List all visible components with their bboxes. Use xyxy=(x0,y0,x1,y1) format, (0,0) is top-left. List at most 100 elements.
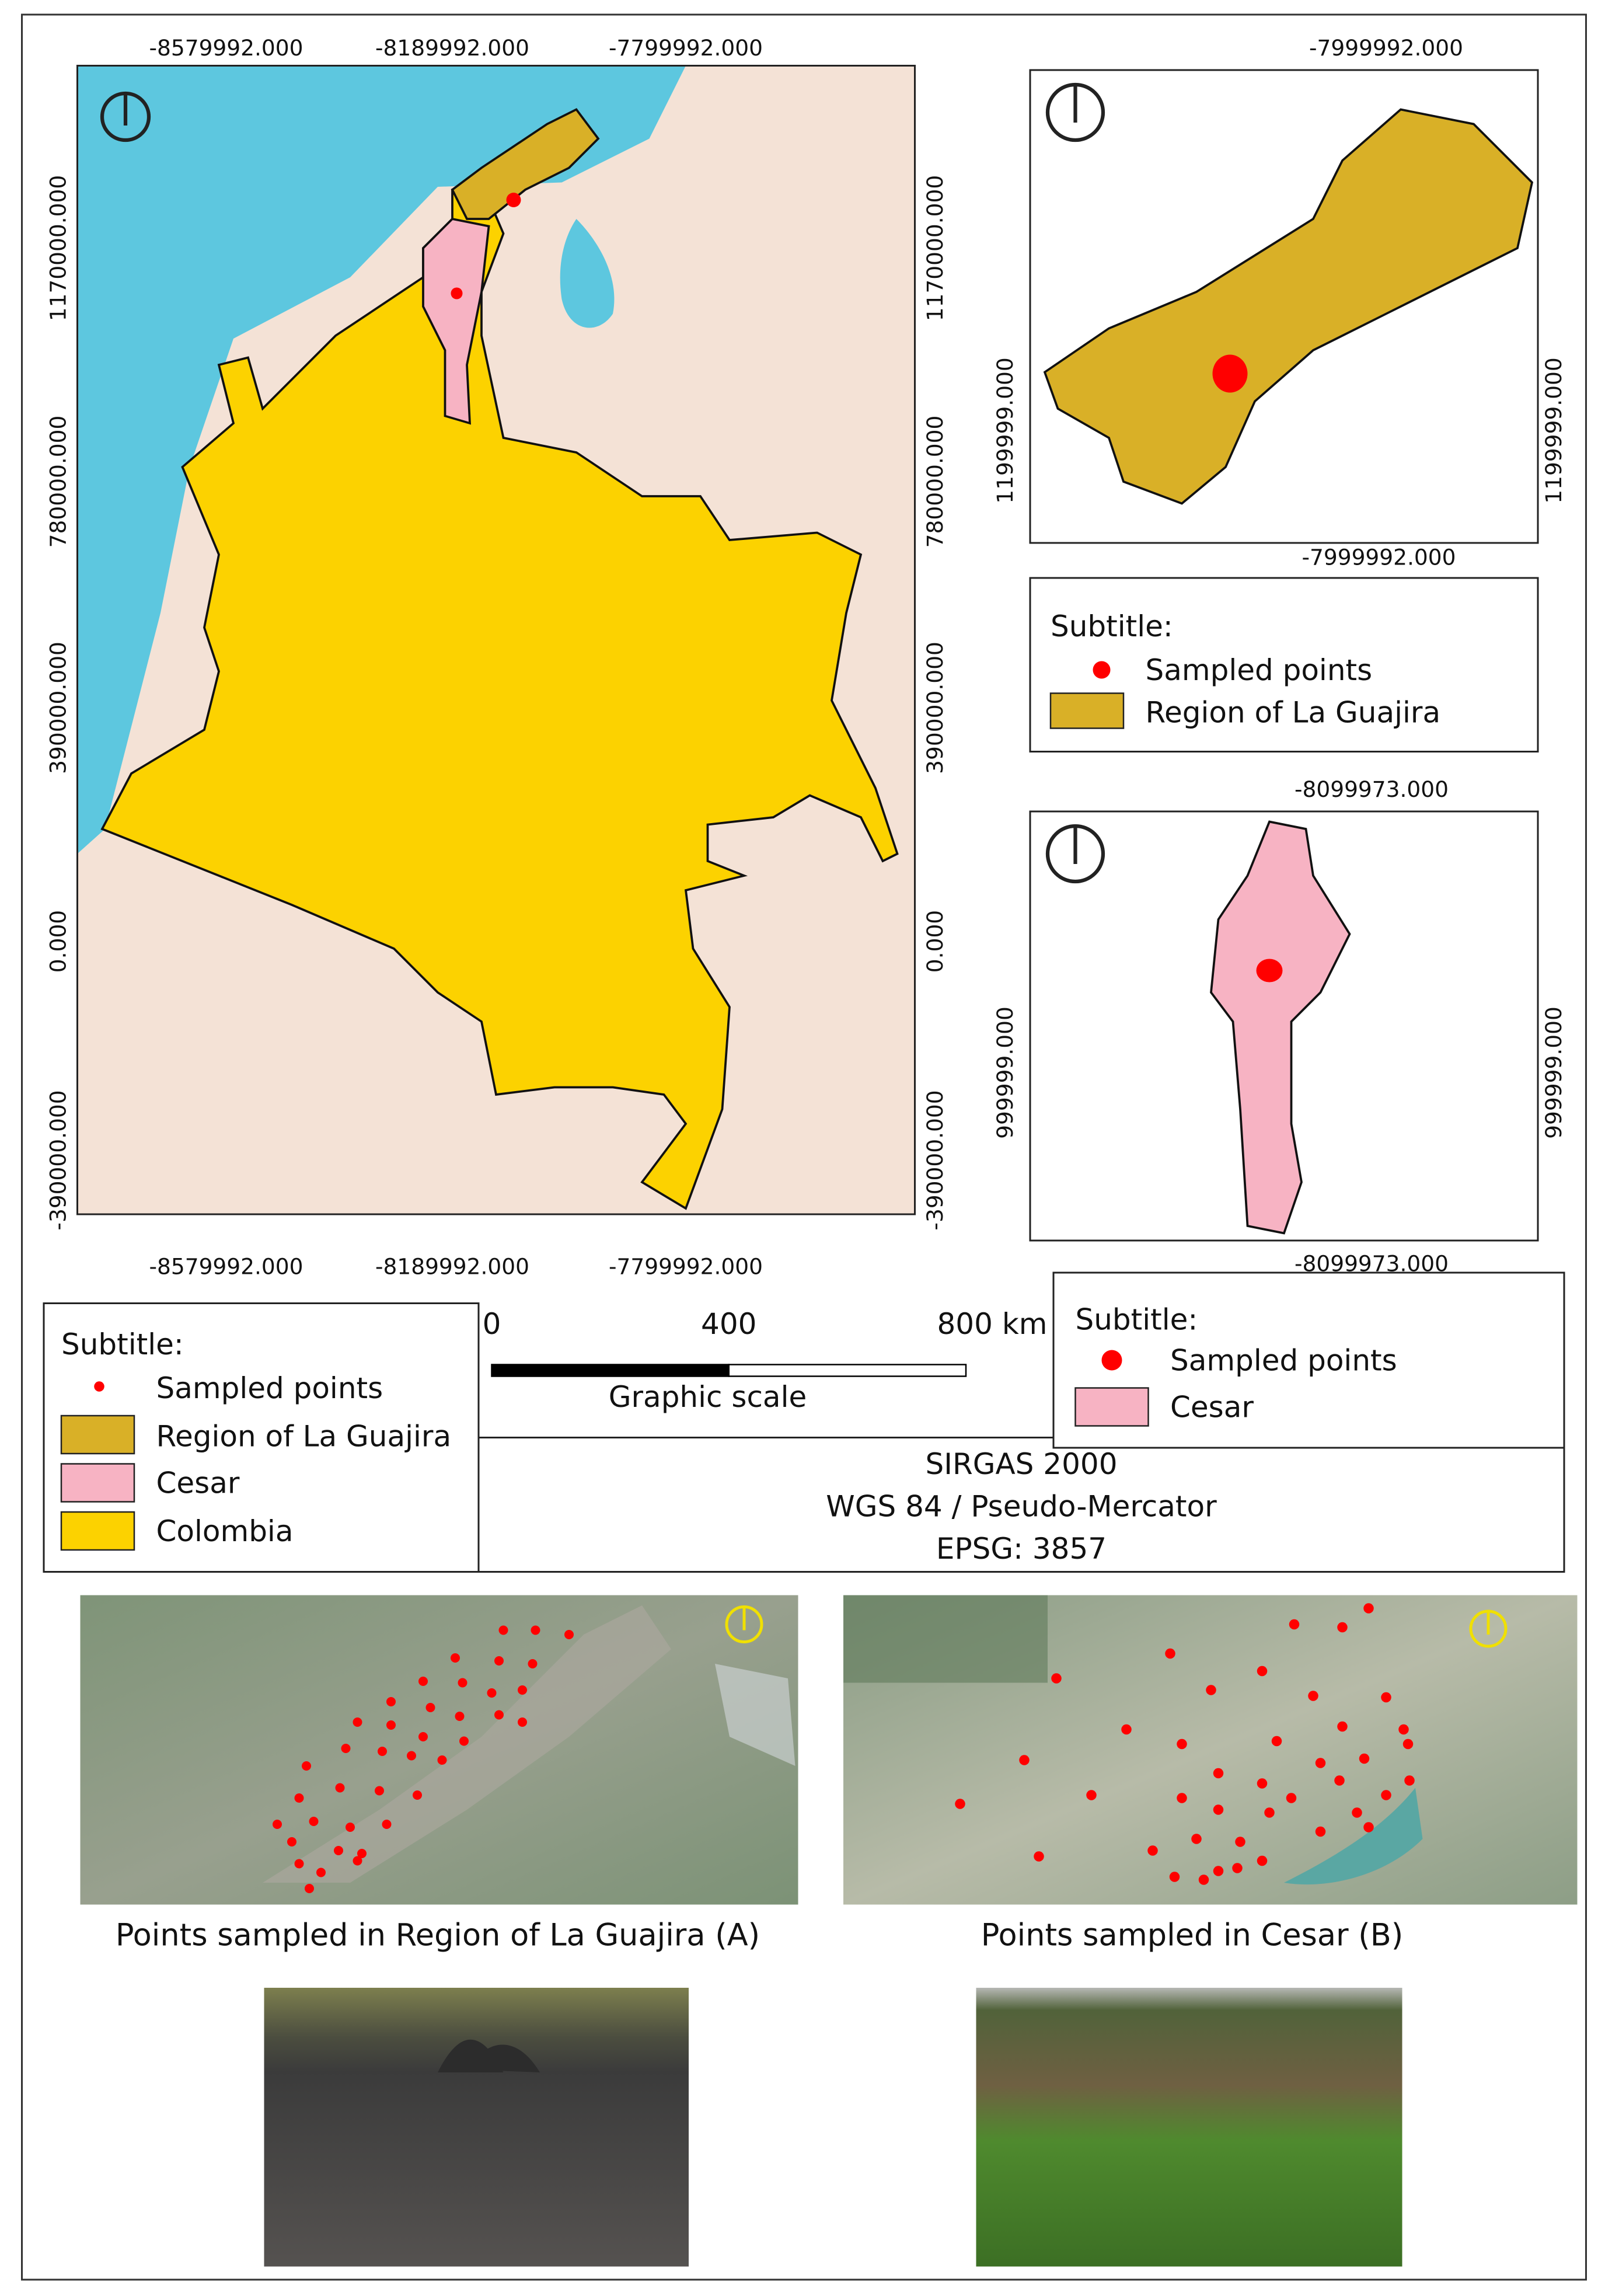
vegetation xyxy=(843,1595,1048,1683)
sampled-point xyxy=(1337,1721,1348,1732)
sampled-point xyxy=(273,1820,282,1830)
sampled-point xyxy=(494,1656,504,1666)
legend-symbol xyxy=(94,1381,104,1392)
mine-area xyxy=(263,1605,671,1883)
water xyxy=(1284,1788,1423,1885)
sampled-point xyxy=(506,193,521,208)
sampled-point xyxy=(1147,1845,1158,1856)
north-arrow xyxy=(1045,82,1105,142)
sampled-point xyxy=(294,1793,304,1803)
sampled-point xyxy=(1359,1753,1370,1764)
sampled-point xyxy=(413,1790,422,1800)
sampled-point xyxy=(518,1685,527,1695)
sampled-points xyxy=(1212,354,1248,393)
x-coord-label: -8099973.000 xyxy=(1295,776,1449,802)
sampled-point xyxy=(1169,1872,1180,1882)
legend-symbol xyxy=(1074,1387,1149,1427)
sampled-point xyxy=(1198,1875,1209,1885)
legend-symbol xyxy=(60,1414,135,1455)
sampled-point xyxy=(294,1859,304,1869)
sampled-point xyxy=(378,1747,387,1757)
sampled-point xyxy=(1257,1855,1268,1866)
sampled-point xyxy=(1086,1790,1097,1800)
sampled-point xyxy=(425,1703,435,1713)
caption: Points sampled in Cesar (B) xyxy=(981,1918,1404,1953)
legend-cesar: Subtitle: Sampled points Cesar xyxy=(1052,1271,1565,1449)
legend-item: Sampled points xyxy=(156,1371,383,1405)
sampled-point xyxy=(1257,1778,1268,1789)
sampled-point xyxy=(1271,1736,1282,1747)
north-arrow xyxy=(725,1605,763,1644)
sampled-point xyxy=(353,1856,362,1866)
sampled-point xyxy=(459,1736,469,1746)
sampled-point xyxy=(451,287,463,299)
colombia xyxy=(100,181,899,1210)
sampled-point xyxy=(1334,1775,1345,1786)
sampled-point xyxy=(1257,1666,1268,1677)
legend-guajira: Subtitle: Sampled points Region of La Gu… xyxy=(1029,577,1539,753)
sampled-point xyxy=(1213,1804,1224,1815)
legend-symbol xyxy=(60,1463,135,1503)
legend-item: Region of La Guajira xyxy=(156,1420,452,1454)
lake xyxy=(560,219,615,328)
x-coord-label: -8579992.000 xyxy=(149,35,303,61)
sampled-point xyxy=(564,1630,574,1640)
sampled-point xyxy=(955,1799,965,1809)
sampled-point xyxy=(1213,1866,1224,1876)
y-coord-label: 999999.000 xyxy=(1541,1006,1566,1139)
sampled-point xyxy=(455,1712,465,1722)
y-coord-label: 390000.000 xyxy=(46,642,71,774)
y-coord-label: 1199999.000 xyxy=(992,357,1018,504)
sampled-point xyxy=(418,1677,428,1687)
photo-a xyxy=(264,1988,689,2267)
sampled-point xyxy=(418,1732,428,1742)
scale-segment xyxy=(491,1364,730,1377)
sampled-point xyxy=(316,1868,326,1877)
photo-b xyxy=(976,1988,1402,2267)
y-coord-label: 780000.000 xyxy=(922,416,948,548)
y-coord-label: 390000.000 xyxy=(922,642,948,774)
sampled-point xyxy=(341,1744,351,1754)
sampled-point xyxy=(1019,1755,1030,1765)
sampled-point xyxy=(302,1761,311,1771)
legend-title: Subtitle: xyxy=(1076,1303,1198,1337)
la-guajira xyxy=(451,108,600,220)
sampled-point xyxy=(1381,1692,1391,1703)
satellite-image-b xyxy=(843,1595,1578,1905)
sampled-point xyxy=(309,1817,319,1827)
sampled-point xyxy=(451,1653,460,1663)
map-frame xyxy=(76,65,916,1215)
projection-frame xyxy=(477,1437,1565,1573)
sampled-point xyxy=(382,1820,392,1830)
sampled-point xyxy=(1289,1619,1300,1630)
sampled-point xyxy=(437,1755,447,1765)
sampled-point xyxy=(1308,1691,1318,1701)
sampled-point xyxy=(528,1659,538,1669)
legend-item: Sampled points xyxy=(1170,1344,1397,1378)
mine-area xyxy=(715,1664,795,1766)
sampled-points xyxy=(1256,959,1283,982)
sampled-point xyxy=(1191,1834,1202,1844)
main-map: -8579992.000 -8189992.000 -7799992.000 -… xyxy=(46,35,948,1279)
legend-symbol xyxy=(1101,1350,1122,1371)
x-coord-label: -8189992.000 xyxy=(375,35,529,61)
y-coord-label: 1170000.000 xyxy=(922,175,948,322)
sampled-point xyxy=(1404,1775,1415,1786)
sampled-point xyxy=(1352,1807,1362,1818)
sampled-point xyxy=(335,1783,345,1793)
north-arrow xyxy=(100,91,151,142)
sampled-point xyxy=(346,1823,355,1832)
sampled-point xyxy=(386,1720,396,1730)
legend-item: Sampled points xyxy=(1146,653,1373,687)
y-coord-label: 1170000.000 xyxy=(46,175,71,322)
la-guajira xyxy=(1043,108,1534,505)
legend-symbol xyxy=(60,1511,135,1551)
sea xyxy=(77,65,686,854)
sampled-point xyxy=(1034,1851,1044,1862)
legend-item: Cesar xyxy=(156,1466,240,1500)
y-coord-label: 0.000 xyxy=(922,910,948,973)
legend-title: Subtitle: xyxy=(1051,609,1173,643)
sampled-point xyxy=(375,1786,384,1796)
projection-line: WGS 84 / Pseudo-Mercator xyxy=(826,1490,1217,1524)
